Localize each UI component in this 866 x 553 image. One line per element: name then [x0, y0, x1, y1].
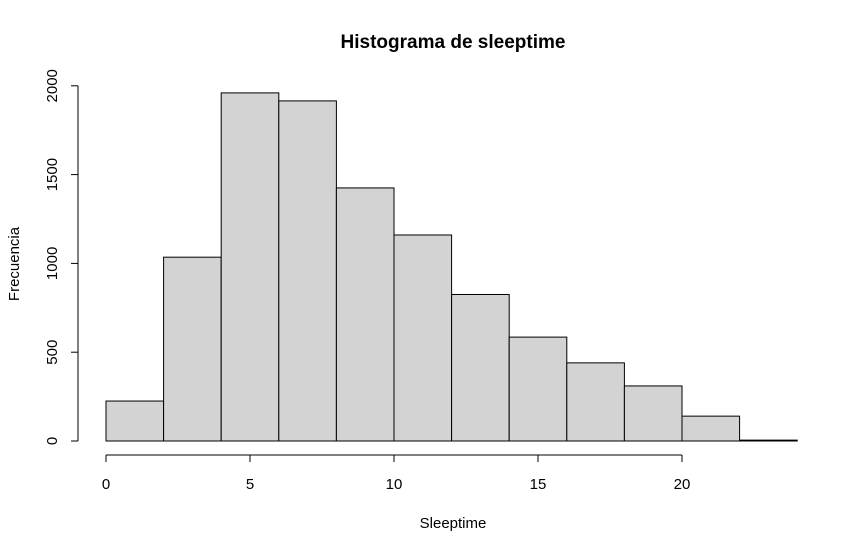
histogram-bar-6 — [451, 293, 510, 442]
histogram-bar-1 — [163, 256, 222, 442]
histogram-bar-8 — [566, 362, 625, 442]
histogram-bar-11 — [739, 439, 798, 442]
x-tick-label-0: 0 — [102, 476, 110, 493]
histogram-bar-5 — [393, 234, 453, 442]
histogram-bar-7 — [508, 336, 568, 442]
x-tick-label-2: 10 — [386, 476, 403, 493]
histogram-bar-4 — [335, 187, 395, 442]
x-axis-label: Sleeptime — [420, 515, 487, 532]
histogram-bar-3 — [278, 100, 337, 442]
y-tick-label-3: 1500 — [44, 158, 61, 191]
histogram-bar-2 — [220, 92, 280, 442]
chart-title: Histograma de sleeptime — [341, 32, 566, 53]
x-tick-label-4: 20 — [674, 476, 691, 493]
x-axis: 0 5 10 15 20 — [102, 454, 691, 493]
y-tick-label-1: 500 — [44, 340, 61, 365]
x-tick-label-3: 15 — [530, 476, 547, 493]
bars-group — [105, 92, 798, 442]
y-axis: 0 500 1000 1500 2000 — [44, 69, 79, 445]
y-tick-label-4: 2000 — [44, 69, 61, 102]
y-tick-label-0: 0 — [44, 437, 61, 445]
x-tick-label-1: 5 — [246, 476, 254, 493]
y-axis-label: Frecuencia — [6, 226, 23, 301]
histogram-bar-10 — [681, 415, 741, 442]
y-tick-label-2: 1000 — [44, 247, 61, 280]
histogram-bar-9 — [623, 385, 683, 442]
histogram-bar-0 — [105, 400, 165, 442]
